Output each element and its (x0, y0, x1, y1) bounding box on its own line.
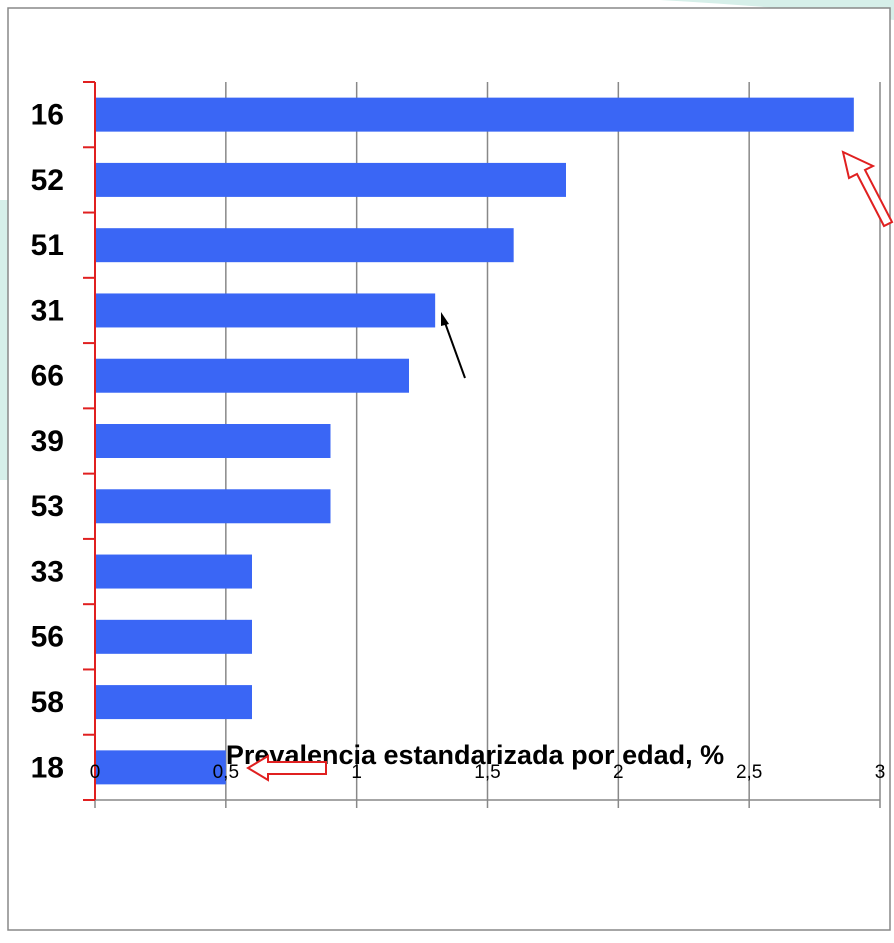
bar (95, 554, 252, 589)
annotation-arrow (443, 319, 466, 379)
bar (95, 750, 226, 785)
y-tick-label: 16 (31, 99, 64, 132)
x-tick-label: 1,5 (474, 762, 500, 783)
x-tick-label: 1 (351, 762, 362, 783)
decoration (660, 0, 894, 20)
y-tick-label: 33 (31, 555, 64, 588)
y-tick-label: 31 (31, 294, 64, 327)
y-tick-label: 18 (31, 751, 64, 784)
frame (7, 7, 891, 931)
bar (95, 162, 566, 197)
y-ticks (83, 81, 95, 801)
bar (95, 619, 252, 654)
bar (95, 685, 252, 720)
y-tick-label: 51 (31, 229, 64, 262)
bar (95, 97, 854, 132)
bar (95, 358, 409, 393)
bars (95, 97, 854, 785)
y-tick-label: 66 (31, 360, 64, 393)
y-tick-label: 53 (31, 490, 64, 523)
y-tick-label: 52 (31, 164, 64, 197)
bar (95, 424, 331, 458)
bar (95, 228, 514, 263)
decoration (0, 200, 8, 480)
annotation-arrowhead (441, 312, 449, 326)
y-tick-label: 58 (31, 686, 64, 719)
annotation-arrow (841, 150, 894, 228)
bar (95, 293, 436, 328)
x-tick-label: 2 (613, 762, 624, 783)
annotation-arrow (246, 754, 327, 782)
bar (95, 489, 331, 524)
x-tick-label: 0 (90, 762, 101, 783)
y-tick-label: 39 (31, 425, 64, 458)
x-tick-label: 3 (875, 762, 886, 783)
x-tick-label: 0,5 (213, 762, 239, 783)
x-tick-label: 2,5 (736, 762, 762, 783)
y-tick-label: 56 (31, 621, 64, 654)
